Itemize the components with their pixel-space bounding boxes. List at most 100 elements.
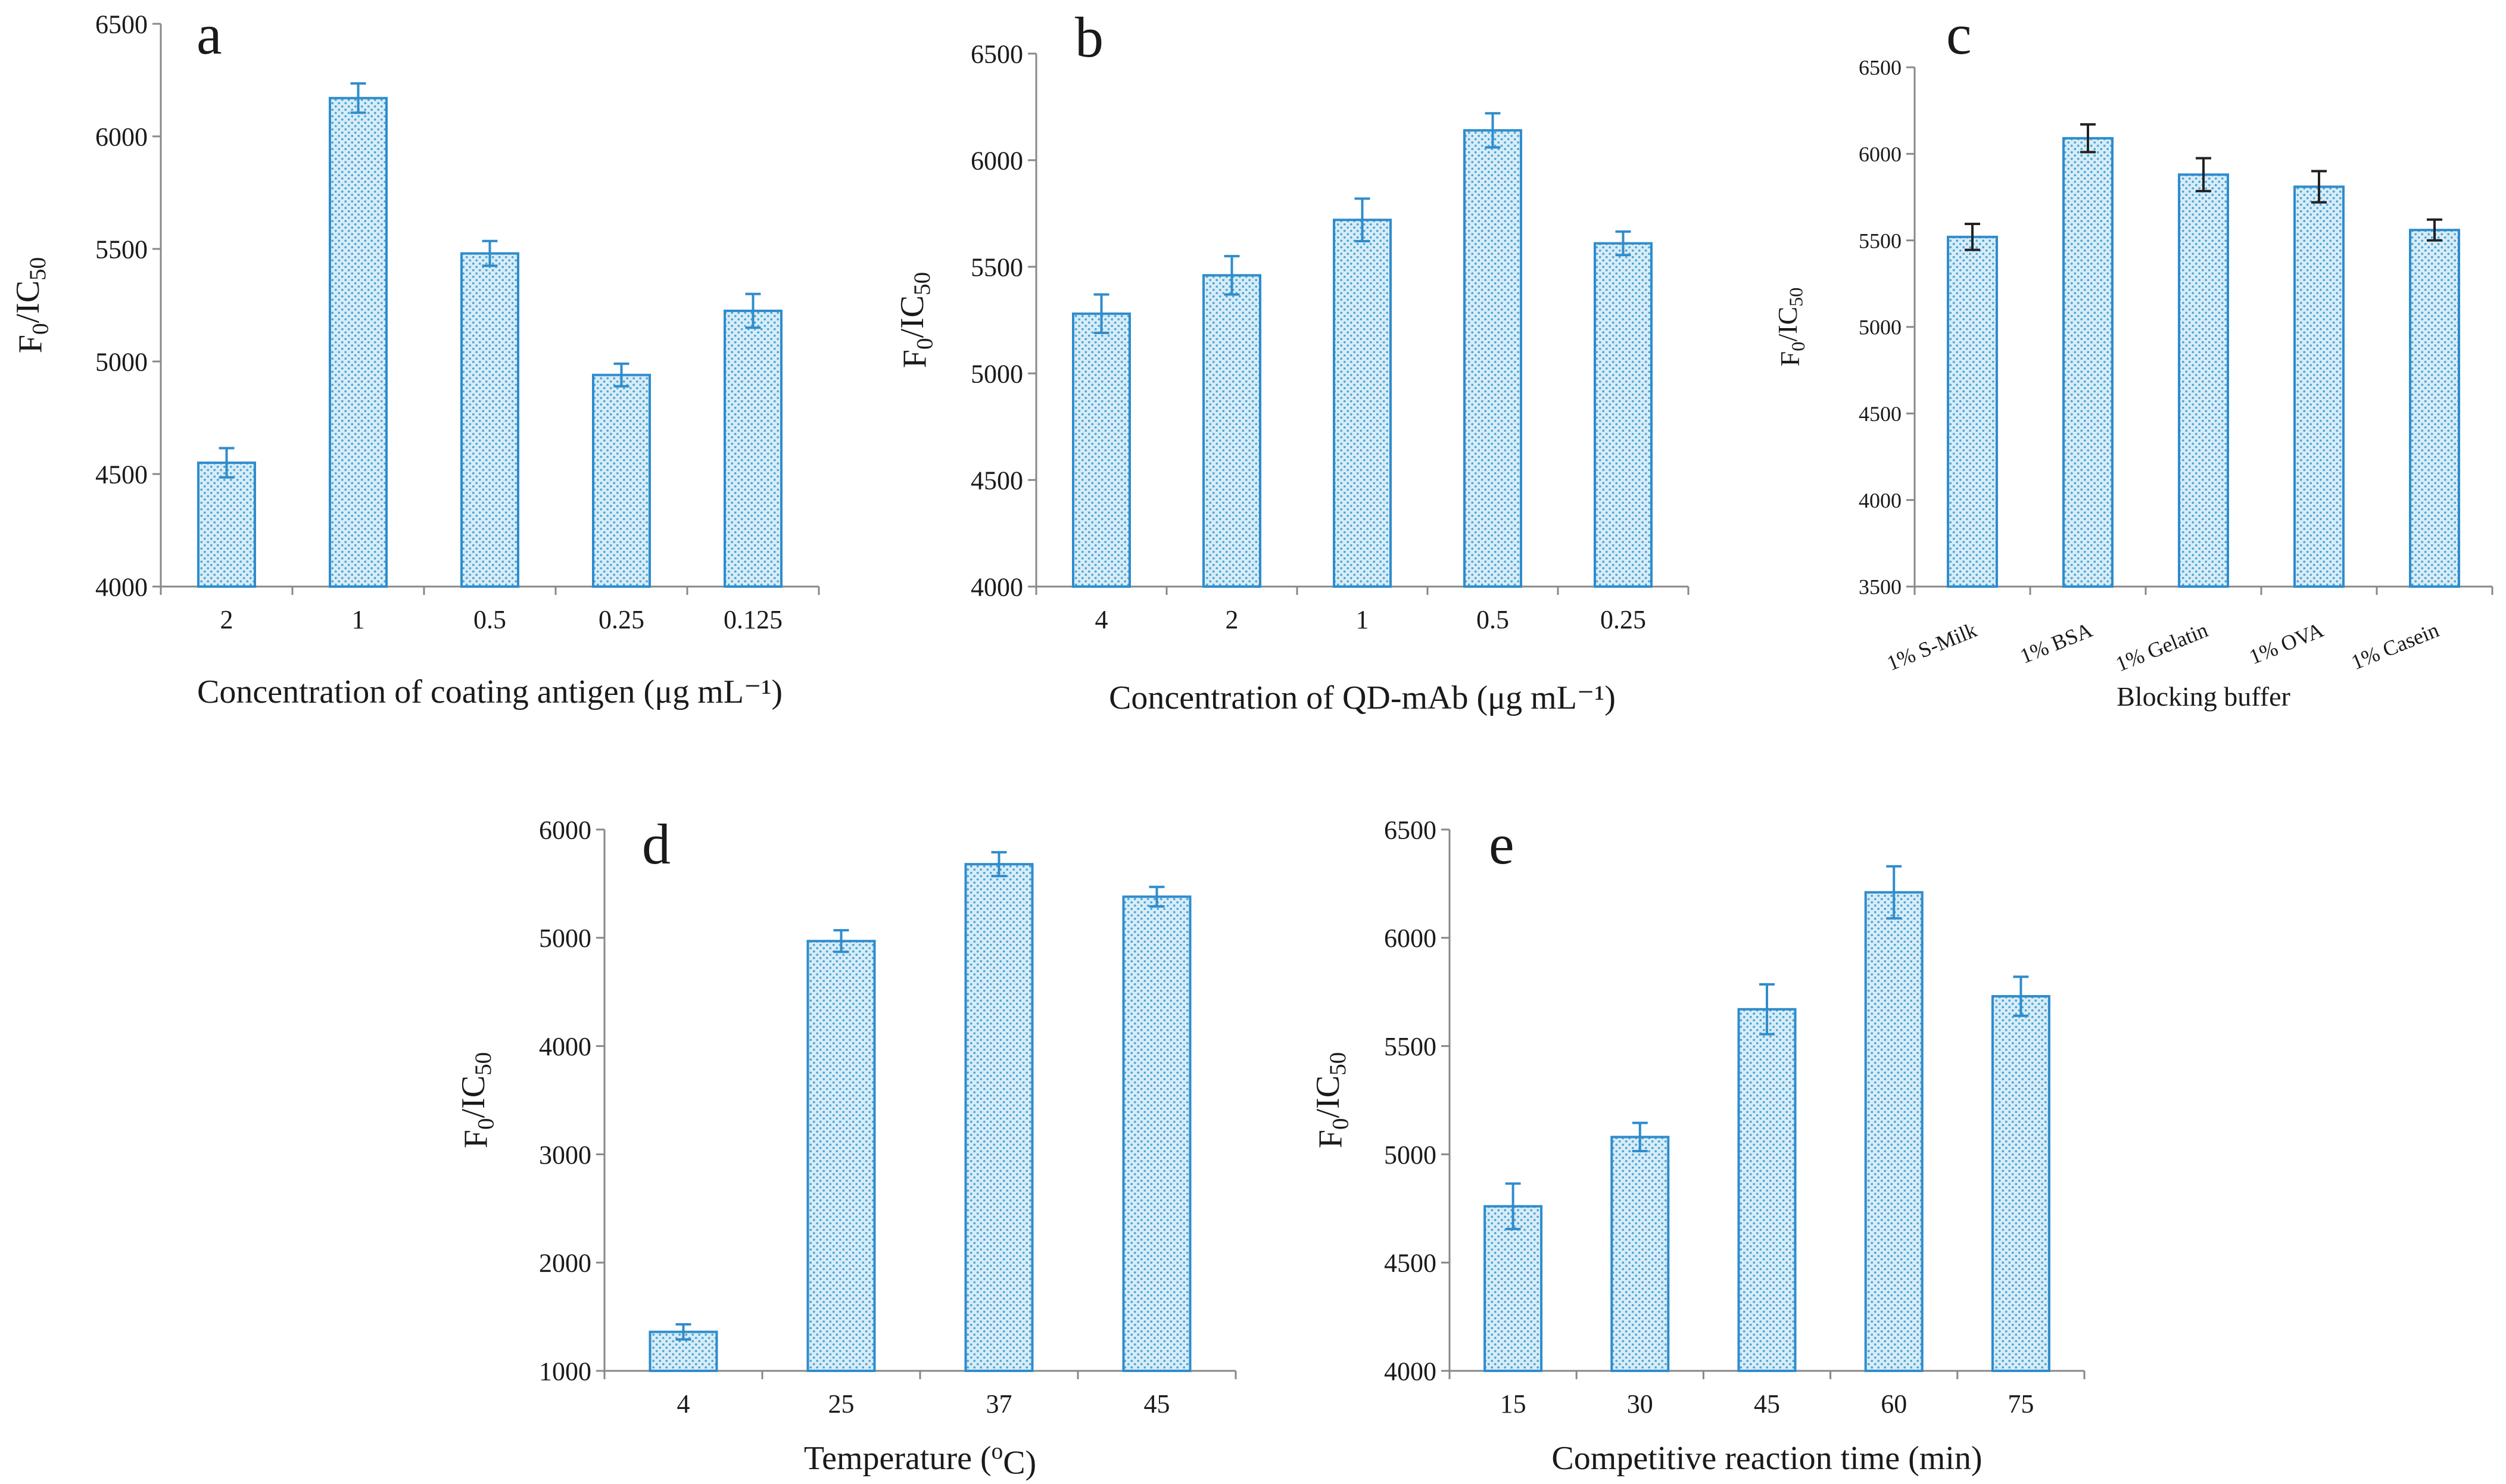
error-bar — [2080, 123, 2096, 154]
y-tick-label: 5000 — [971, 359, 1023, 388]
x-tick-label: 1% OVA — [2246, 618, 2327, 669]
x-tick-label: 1 — [1356, 605, 1369, 634]
bar — [1610, 1136, 1670, 1372]
chart-panel-e: e 4000 4500 5000 5500 6000 6500 15 30 45 60 75 Compe… — [1310, 812, 2086, 1477]
error-bar — [675, 1323, 691, 1341]
y-tick-label: 4500 — [971, 466, 1023, 495]
x-axis-label: Competitive reaction time (min) — [1551, 1440, 1982, 1477]
x-tick-label: 75 — [2008, 1389, 2034, 1418]
bar — [592, 373, 651, 588]
error-bar — [1615, 230, 1631, 257]
y-tick-label: 3500 — [1859, 575, 1902, 599]
x-tick-label: 37 — [986, 1389, 1012, 1418]
error-bar — [991, 851, 1007, 878]
bar — [329, 96, 388, 588]
panel-letter: d — [642, 812, 671, 876]
y-axis-label: F0/IC50 — [455, 1052, 499, 1149]
error-bar — [1759, 983, 1775, 1036]
bar — [1333, 219, 1392, 588]
y-tick-label: 3000 — [539, 1140, 591, 1170]
bar — [2062, 137, 2114, 588]
y-tick-label: 6000 — [1384, 924, 1436, 953]
x-axis-label: Concentration of QD-mAb (μg mL⁻¹) — [1109, 679, 1616, 716]
error-bar — [350, 82, 366, 114]
error-bar — [833, 929, 849, 953]
y-tick-label: 6000 — [971, 146, 1023, 175]
x-tick-label: 4 — [677, 1389, 690, 1418]
x-axis-label: Temperature (oC) — [804, 1438, 1036, 1481]
y-tick-label: 6500 — [1384, 815, 1436, 844]
x-tick-label: 25 — [828, 1389, 855, 1418]
y-tick-label: 6000 — [1859, 142, 1902, 166]
bar — [1991, 994, 2050, 1373]
x-tick-label: 1 — [352, 605, 365, 634]
x-tick-label: 1% Gelatin — [2112, 618, 2211, 676]
x-tick-label: 15 — [1500, 1389, 1526, 1418]
x-axis-label: Concentration of coating antigen (μg mL⁻… — [197, 674, 783, 710]
y-tick-label: 6500 — [1859, 56, 1902, 80]
error-bar — [2013, 975, 2029, 1017]
y-tick-label: 5500 — [95, 235, 148, 264]
chart-panel-a: a 4000 4500 5000 5500 6000 6500 2 1 0.5 0.25 0.125 C… — [10, 2, 820, 710]
x-tick-label: 0.25 — [1600, 605, 1646, 634]
bar — [964, 863, 1034, 1372]
error-bar — [219, 447, 235, 479]
chart-panel-c: c 3500 4000 4500 5000 5500 6000 6500 1% S-Milk 1%… — [1772, 2, 2493, 712]
panel-letter: a — [197, 2, 222, 66]
y-tick-label: 6500 — [971, 39, 1023, 68]
bar — [806, 940, 876, 1372]
x-tick-label: 1% S-Milk — [1884, 618, 1980, 675]
bar — [197, 462, 256, 588]
y-tick-label: 5000 — [95, 347, 148, 376]
y-tick-label: 4000 — [1859, 488, 1902, 512]
y-tick-label: 4000 — [539, 1032, 591, 1061]
bar — [2178, 173, 2229, 588]
y-tick-label: 1000 — [539, 1357, 591, 1386]
y-tick-label: 4000 — [971, 572, 1023, 601]
x-axis-label: Blocking buffer — [2117, 681, 2290, 712]
x-tick-label: 30 — [1627, 1389, 1653, 1418]
y-tick-label: 5000 — [1859, 316, 1902, 339]
y-tick-label: 5000 — [539, 924, 591, 953]
x-tick-label: 0.5 — [473, 605, 506, 634]
bar — [1483, 1205, 1543, 1372]
chart-panel-b: b 4000 4500 5000 5500 6000 6500 4 2 1 0.5 0.25 Conce… — [894, 5, 1690, 716]
y-axis-label: F0/IC50 — [1772, 288, 1809, 367]
y-tick-label: 6500 — [95, 10, 148, 39]
error-bar — [2427, 218, 2442, 242]
y-tick-label: 5500 — [1384, 1032, 1436, 1061]
bar — [1864, 891, 1924, 1372]
bar — [1122, 895, 1192, 1372]
bar — [2409, 229, 2460, 588]
y-tick-label: 5500 — [1859, 229, 1902, 252]
x-tick-label: 2 — [220, 605, 233, 634]
error-bar — [1224, 255, 1240, 296]
y-tick-label: 4500 — [95, 460, 148, 489]
bar — [1463, 129, 1522, 588]
x-tick-label: 45 — [1754, 1389, 1780, 1418]
y-axis-label: F0/IC50 — [894, 272, 938, 369]
error-bar — [1149, 886, 1165, 908]
error-bar — [745, 292, 761, 329]
y-tick-label: 4500 — [1859, 402, 1902, 426]
x-tick-label: 1% BSA — [2016, 618, 2096, 668]
error-bar — [1632, 1121, 1648, 1152]
x-tick-label: 2 — [1226, 605, 1239, 634]
y-tick-label: 4000 — [95, 572, 148, 601]
error-bar — [1505, 1182, 1521, 1230]
bar — [1072, 312, 1131, 588]
y-axis-label: F0/IC50 — [1310, 1052, 1354, 1149]
y-tick-label: 4000 — [1384, 1357, 1436, 1386]
error-bar — [1965, 223, 1980, 251]
x-tick-label: 1% Casein — [2348, 618, 2442, 674]
y-tick-label: 5000 — [1384, 1140, 1436, 1170]
y-axis-label: F0/IC50 — [10, 257, 54, 354]
error-bar — [482, 239, 498, 267]
error-bar — [1485, 112, 1501, 149]
bar — [724, 309, 783, 588]
panel-letter: e — [1489, 812, 1514, 876]
x-tick-label: 45 — [1144, 1389, 1170, 1418]
error-bar — [1354, 197, 1370, 243]
y-tick-label: 2000 — [539, 1249, 591, 1278]
